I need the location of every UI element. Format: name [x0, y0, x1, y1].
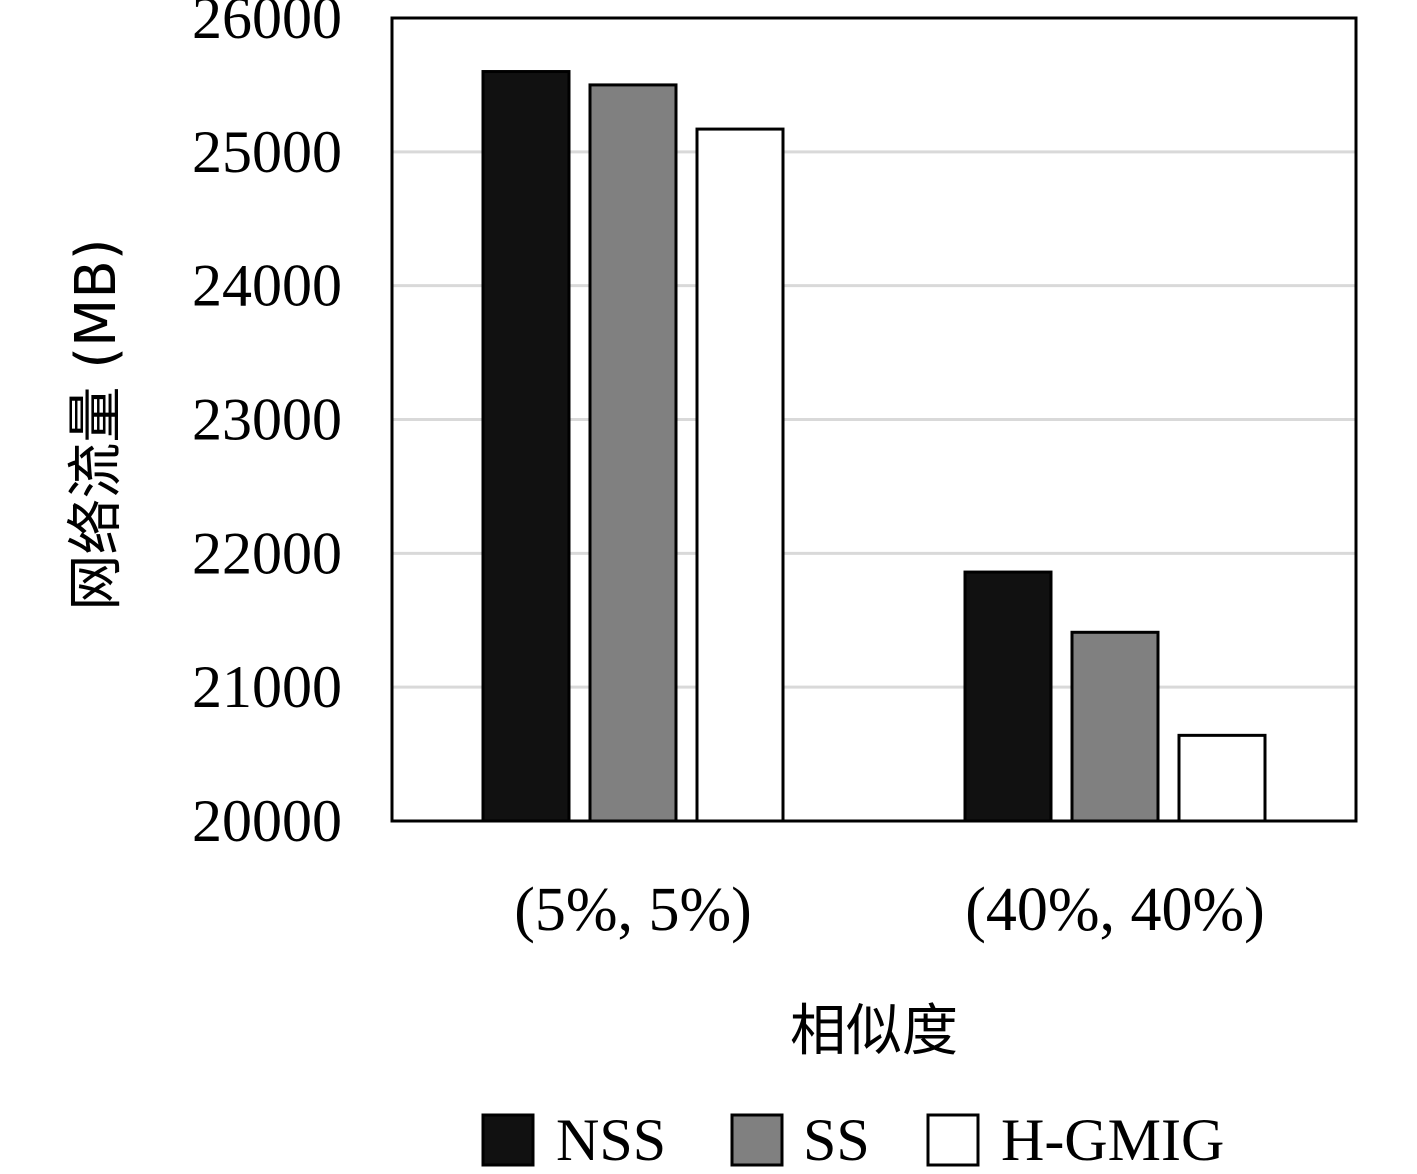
y-tick-label: 23000 — [192, 387, 342, 453]
x-category-label: (5%, 5%) — [514, 876, 752, 944]
y-tick-label: 26000 — [192, 0, 342, 51]
bar-nss-1 — [481, 70, 571, 823]
x-category-label: (40%, 40%) — [965, 876, 1265, 944]
legend-label-h-gmig: H-GMIG — [1001, 1107, 1224, 1173]
bar-h-gmig-1 — [695, 127, 785, 823]
y-tick-labels: 20000 21000 22000 23000 24000 25000 26000 — [192, 0, 342, 854]
legend-label-nss: NSS — [556, 1107, 666, 1173]
y-tick-label: 24000 — [192, 253, 342, 319]
legend-swatch-nss — [481, 1113, 535, 1167]
y-axis-title: 网络流量 (MB) — [64, 238, 129, 610]
legend-swatch-h-gmig — [926, 1113, 980, 1167]
legend-label-ss: SS — [803, 1107, 870, 1173]
bar-h-gmig-2 — [1177, 733, 1267, 823]
y-tick-label: 25000 — [192, 119, 342, 185]
legend-swatch-ss — [730, 1113, 784, 1167]
bar-nss-2 — [963, 570, 1053, 823]
plot-frame — [390, 16, 1358, 823]
bars — [481, 70, 1267, 823]
bar-ss-1 — [588, 83, 678, 823]
x-category-labels: (5%, 5%) (40%, 40%) — [514, 876, 1265, 944]
legend: NSS SS H-GMIG — [481, 1107, 1224, 1173]
y-tick-label: 22000 — [192, 520, 342, 586]
y-tick-label: 21000 — [192, 654, 342, 720]
bar-ss-2 — [1070, 630, 1160, 823]
y-tick-label: 20000 — [192, 788, 342, 854]
x-axis-title: 相似度 — [790, 999, 958, 1064]
